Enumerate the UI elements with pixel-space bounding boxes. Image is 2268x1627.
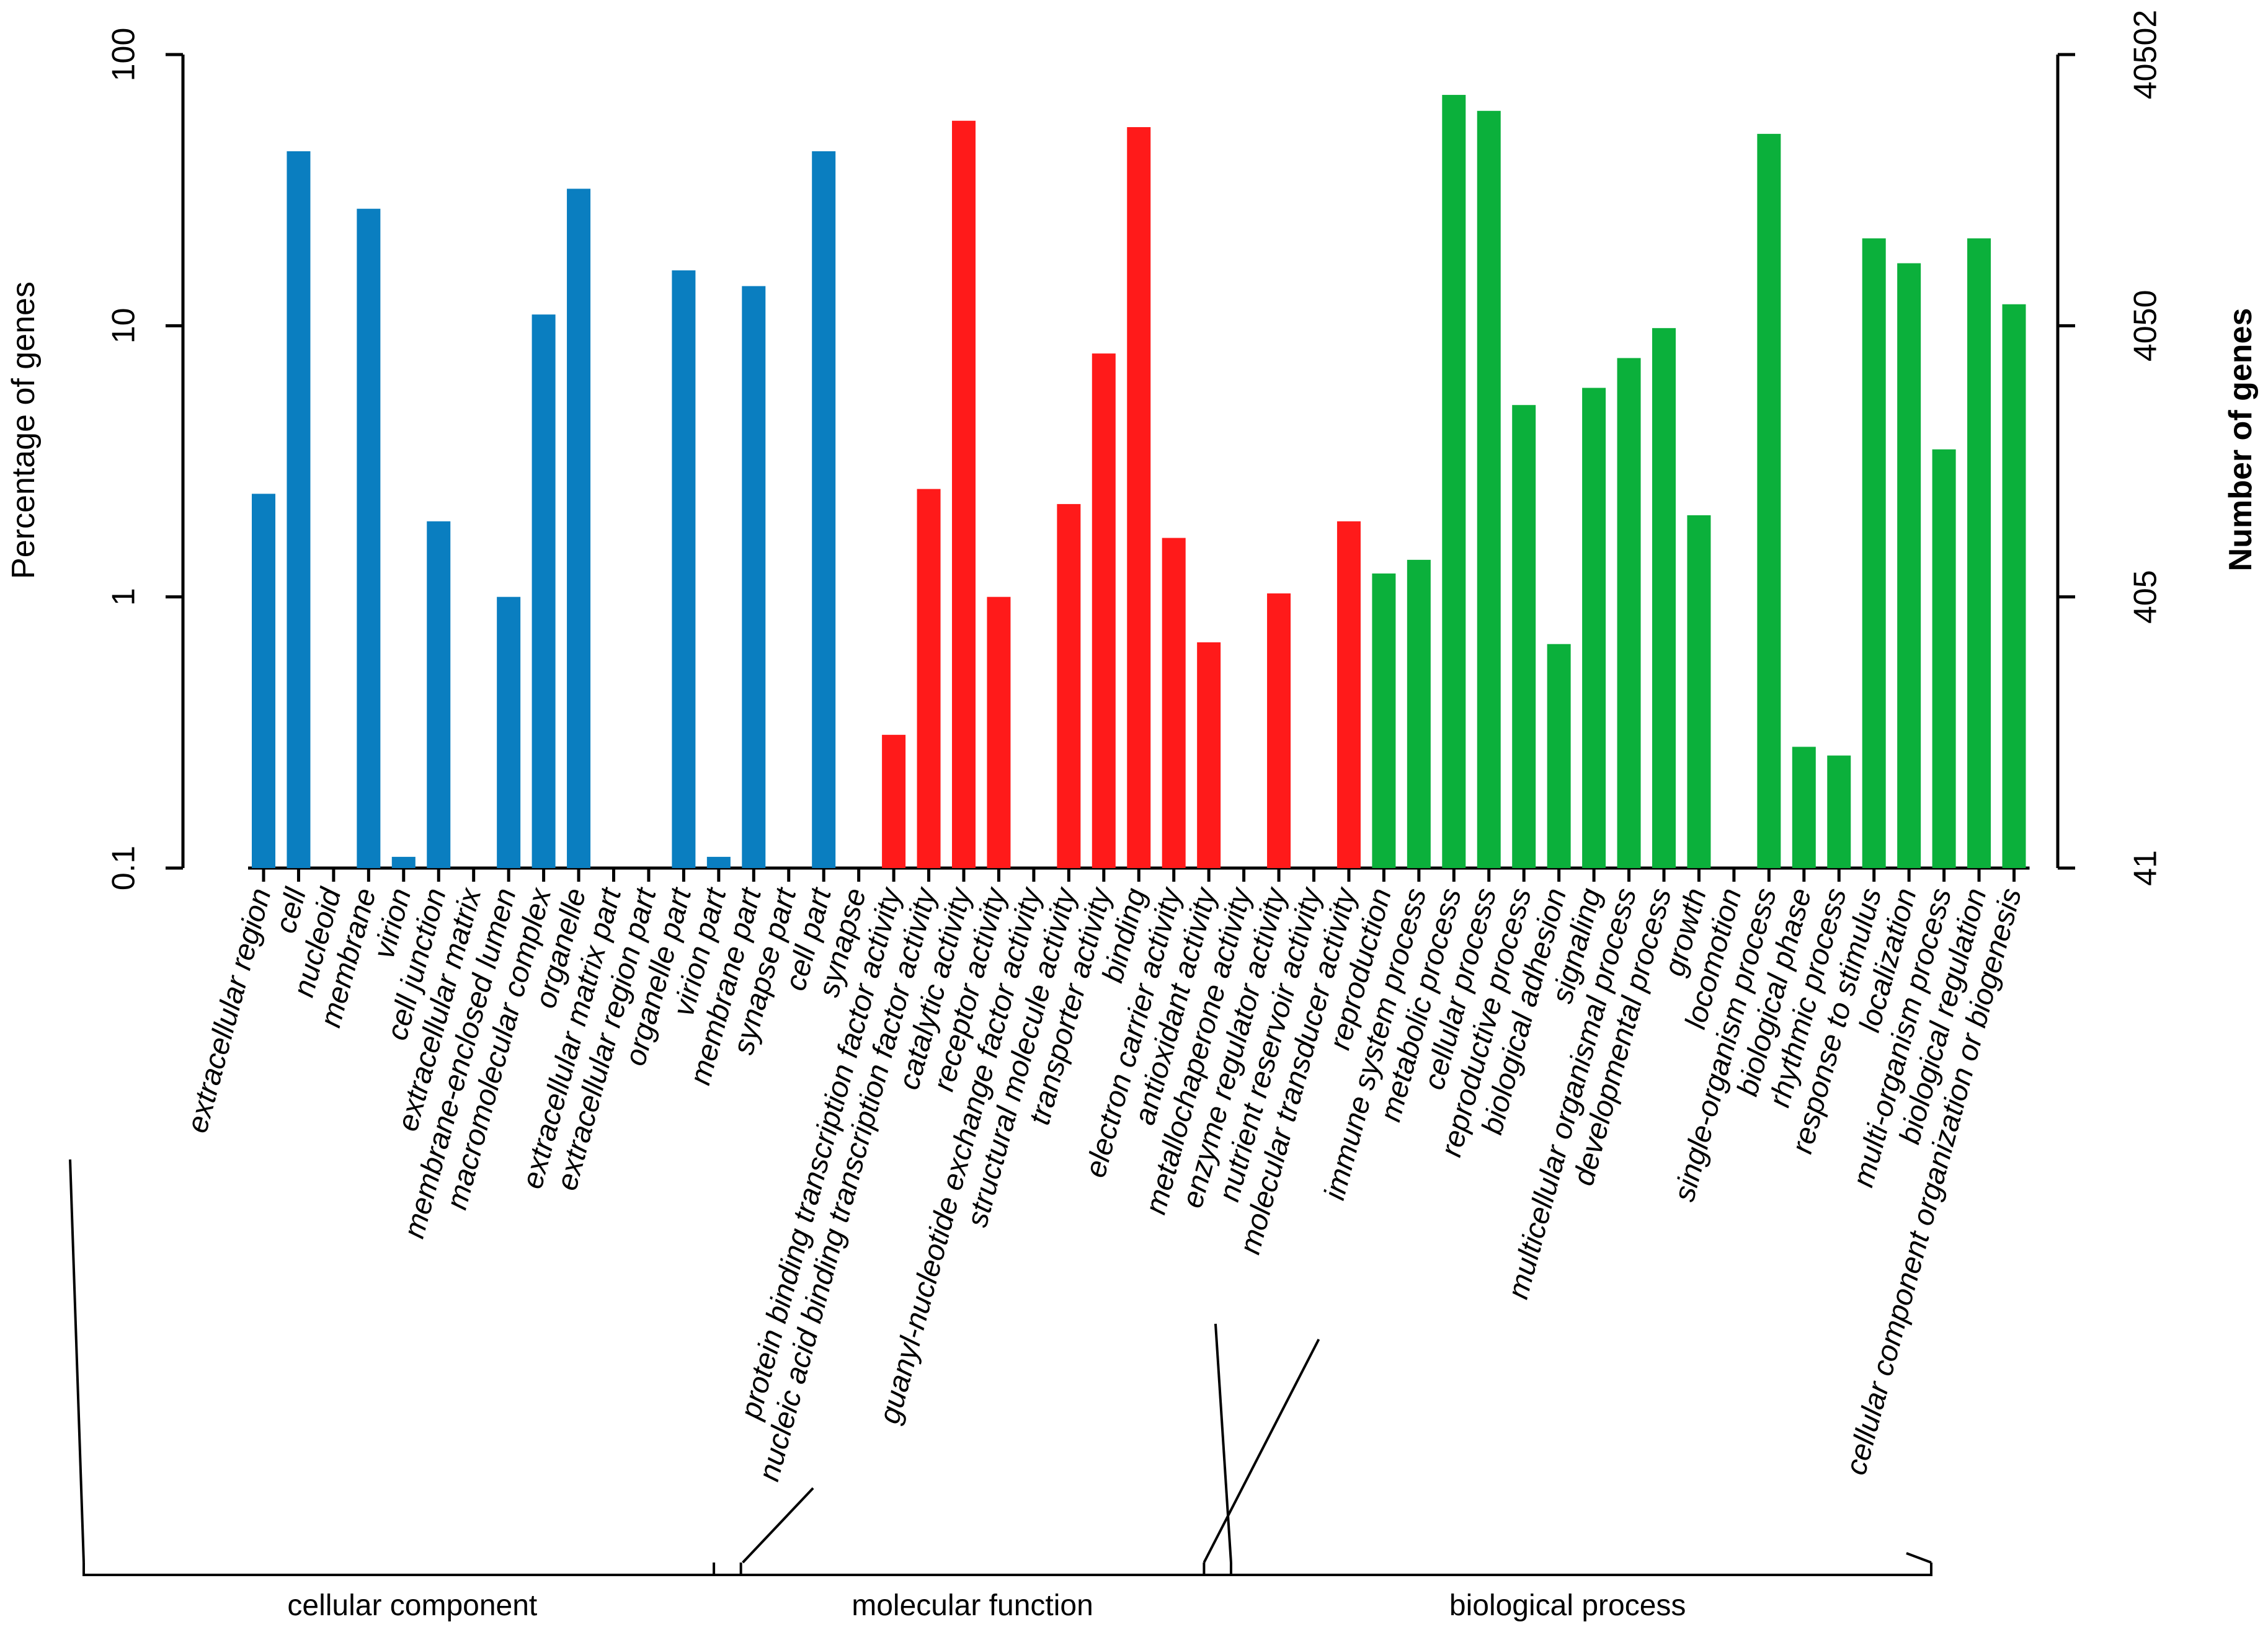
bar bbox=[1617, 358, 1641, 868]
bar bbox=[1652, 328, 1676, 868]
bar bbox=[1372, 573, 1396, 868]
bar bbox=[952, 120, 976, 869]
bar bbox=[1687, 515, 1711, 868]
bar bbox=[2002, 304, 2026, 869]
axes-layer: 100 10 1 0.1 Percentage of genes 40502 4050 405… bbox=[6, 10, 2259, 890]
bar bbox=[1547, 644, 1571, 868]
bar bbox=[1582, 388, 1606, 868]
bar bbox=[1792, 747, 1816, 868]
group-label: cellular component bbox=[287, 1589, 537, 1622]
bar bbox=[1336, 521, 1361, 868]
left-tick-label: 1 bbox=[106, 588, 142, 606]
bar bbox=[1757, 133, 1781, 869]
left-tick-label: 10 bbox=[106, 308, 142, 344]
bar bbox=[1197, 642, 1221, 868]
bar bbox=[357, 208, 381, 868]
bar bbox=[1442, 95, 1466, 868]
bar bbox=[706, 856, 731, 868]
bar bbox=[1827, 755, 1851, 868]
left-tick-label: 100 bbox=[106, 28, 142, 82]
right-tick-label: 4050 bbox=[2128, 290, 2164, 361]
bar bbox=[1897, 263, 1921, 869]
bar bbox=[427, 521, 451, 868]
group-bracket bbox=[82, 1563, 742, 1576]
bar bbox=[672, 270, 696, 869]
bar bbox=[1162, 538, 1186, 868]
bar bbox=[882, 735, 906, 868]
bar bbox=[1512, 405, 1536, 868]
bar bbox=[1057, 503, 1081, 868]
group-leader-line bbox=[742, 1487, 814, 1564]
y-axis-right-label: Number of genes bbox=[2223, 308, 2259, 572]
group-label: biological process bbox=[1449, 1589, 1686, 1622]
bar bbox=[391, 856, 416, 868]
group-bracket bbox=[1203, 1563, 1932, 1576]
category-labels-layer: extracellular regioncellnucleoidmembrane… bbox=[180, 883, 2028, 1484]
bar bbox=[917, 489, 941, 868]
bar bbox=[531, 314, 556, 868]
group-leader-line bbox=[1214, 1323, 1232, 1563]
bar bbox=[252, 494, 275, 868]
group-bracket bbox=[713, 1563, 1232, 1576]
left-tick-label: 0.1 bbox=[106, 846, 142, 890]
bar bbox=[287, 151, 311, 868]
category-label: extracellular region bbox=[180, 885, 277, 1136]
right-tick-label: 405 bbox=[2128, 570, 2164, 624]
bar bbox=[1407, 559, 1431, 868]
bar bbox=[742, 286, 766, 869]
y-axis-left-label: Percentage of genes bbox=[6, 282, 42, 579]
right-tick-label: 41 bbox=[2128, 850, 2164, 886]
bar bbox=[1127, 127, 1151, 869]
bar bbox=[1267, 593, 1291, 868]
group-brackets-layer: cellular component molecular function biol… bbox=[69, 1159, 1932, 1622]
bar bbox=[1967, 238, 1991, 868]
bar bbox=[1932, 449, 1956, 868]
bar bbox=[497, 596, 521, 868]
bar bbox=[987, 596, 1011, 868]
bars-layer bbox=[252, 95, 2026, 869]
right-tick-label: 40502 bbox=[2128, 10, 2164, 100]
group-leader-line bbox=[69, 1159, 85, 1563]
bar bbox=[567, 188, 591, 868]
bar bbox=[1092, 353, 1116, 868]
bar bbox=[812, 151, 836, 868]
group-leader-line bbox=[1906, 1552, 1932, 1564]
group-leader-line bbox=[1203, 1339, 1320, 1563]
bar bbox=[1862, 238, 1886, 868]
group-label: molecular function bbox=[852, 1589, 1093, 1622]
bar bbox=[1477, 110, 1501, 868]
